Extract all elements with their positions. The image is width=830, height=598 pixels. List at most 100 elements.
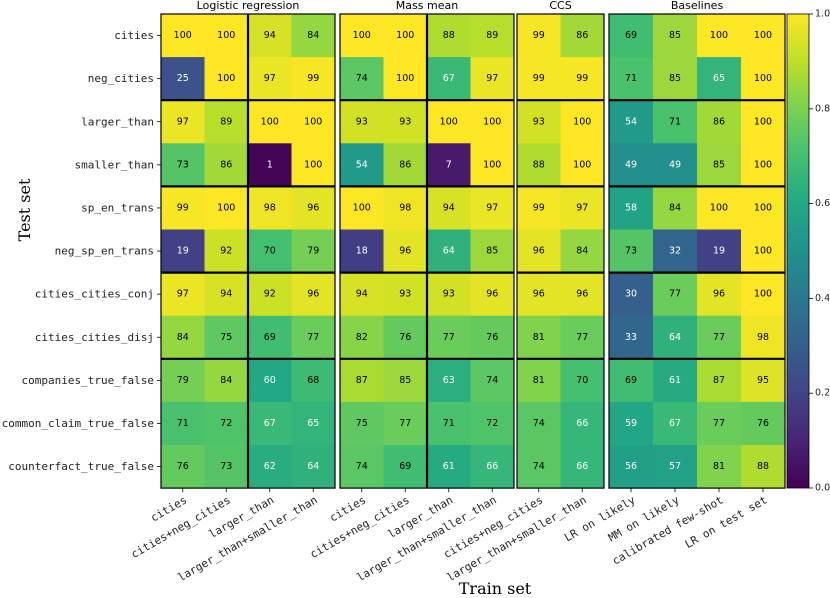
heatmap-cell bbox=[741, 14, 786, 58]
heatmap-cell bbox=[161, 272, 205, 317]
heatmap-cell bbox=[470, 445, 515, 489]
heatmap-cell bbox=[653, 272, 698, 317]
cell-value: 58 bbox=[625, 202, 637, 213]
cell-value: 100 bbox=[483, 116, 501, 127]
y-tick-label: sp_en_trans bbox=[81, 201, 154, 214]
heatmap-cell bbox=[609, 445, 654, 489]
cell-value: 75 bbox=[356, 418, 368, 429]
cell-value: 97 bbox=[576, 202, 588, 213]
heatmap-cell bbox=[653, 143, 698, 187]
heatmap-cell bbox=[161, 358, 205, 403]
cell-value: 85 bbox=[713, 159, 725, 170]
cell-value: 54 bbox=[356, 159, 368, 170]
heatmap-cell bbox=[248, 272, 292, 317]
colorbar-tick-label: 0.0 bbox=[815, 483, 830, 494]
cell-value: 77 bbox=[576, 332, 588, 343]
heatmap-cell bbox=[741, 100, 786, 144]
y-tick-label: neg_sp_en_trans bbox=[55, 245, 154, 258]
heatmap-cell bbox=[470, 272, 515, 317]
heatmap-cell bbox=[204, 445, 249, 489]
y-tick-label: common_claim_true_false bbox=[2, 417, 154, 430]
colorbar-gradient bbox=[786, 13, 810, 489]
heatmap-cell bbox=[741, 445, 786, 489]
heatmap-cell bbox=[697, 315, 742, 360]
heatmap-cell bbox=[204, 358, 249, 403]
cell-value: 100 bbox=[440, 116, 458, 127]
cell-value: 75 bbox=[220, 332, 232, 343]
heatmap-cell bbox=[517, 186, 561, 230]
cell-value: 100 bbox=[754, 289, 772, 300]
cell-value: 71 bbox=[625, 73, 637, 84]
heatmap-cell bbox=[517, 272, 561, 317]
heatmap-cell bbox=[161, 14, 205, 58]
colorbar-tick-label: 1.0 bbox=[815, 9, 830, 20]
cell-value: 86 bbox=[220, 159, 232, 170]
cell-value: 30 bbox=[625, 289, 637, 300]
cell-value: 67 bbox=[443, 73, 455, 84]
heatmap-cell bbox=[248, 315, 292, 360]
cell-value: 77 bbox=[713, 332, 725, 343]
heatmap-cell bbox=[161, 229, 205, 273]
y-tick-label: neg_cities bbox=[88, 72, 154, 85]
cell-value: 97 bbox=[264, 73, 276, 84]
panel-title: Logistic regression bbox=[197, 0, 300, 12]
heatmap-cell bbox=[204, 143, 249, 187]
cell-value: 54 bbox=[625, 116, 637, 127]
cell-value: 96 bbox=[307, 289, 319, 300]
heatmap-cell bbox=[427, 14, 471, 58]
heatmap-cell bbox=[653, 401, 698, 446]
cell-value: 94 bbox=[443, 202, 455, 213]
cell-value: 19 bbox=[177, 246, 189, 257]
cell-value: 86 bbox=[399, 159, 411, 170]
heatmap-cell bbox=[427, 229, 471, 273]
cell-value: 49 bbox=[625, 159, 637, 170]
cell-value: 100 bbox=[754, 116, 772, 127]
heatmap-cell bbox=[560, 143, 605, 187]
cell-value: 100 bbox=[754, 246, 772, 257]
cell-value: 69 bbox=[264, 332, 276, 343]
cell-value: 72 bbox=[486, 418, 498, 429]
y-tick-label: counterfact_true_false bbox=[8, 460, 154, 473]
cell-value: 98 bbox=[399, 202, 411, 213]
cell-value: 88 bbox=[757, 461, 769, 472]
heatmap-cell bbox=[560, 229, 605, 273]
cell-value: 100 bbox=[573, 159, 591, 170]
cell-value: 81 bbox=[533, 375, 545, 386]
cell-value: 96 bbox=[576, 289, 588, 300]
cell-value: 18 bbox=[356, 246, 368, 257]
heatmap-cell bbox=[383, 401, 428, 446]
heatmap-cell bbox=[383, 186, 428, 230]
cell-value: 79 bbox=[307, 246, 319, 257]
cell-value: 100 bbox=[217, 30, 235, 41]
cell-value: 100 bbox=[353, 30, 371, 41]
cell-value: 71 bbox=[669, 116, 681, 127]
heatmap-cell bbox=[517, 100, 561, 144]
heatmap-cell bbox=[383, 315, 428, 360]
cell-value: 76 bbox=[486, 332, 498, 343]
heatmap-cell bbox=[340, 229, 384, 273]
cell-value: 96 bbox=[713, 289, 725, 300]
heatmap-cell bbox=[427, 143, 471, 187]
colorbar-tick-label: 0.2 bbox=[815, 388, 830, 399]
cell-value: 100 bbox=[754, 202, 772, 213]
colorbar-tick-label: 0.8 bbox=[815, 103, 830, 114]
heatmap-cell bbox=[517, 445, 561, 489]
heatmap-cell bbox=[697, 358, 742, 403]
heatmap-cell bbox=[560, 100, 605, 144]
heatmap-cell bbox=[741, 57, 786, 101]
heatmap-cell bbox=[741, 186, 786, 230]
heatmap-cell bbox=[697, 445, 742, 489]
cell-value: 59 bbox=[625, 418, 637, 429]
heatmap-cell bbox=[383, 57, 428, 101]
cell-value: 84 bbox=[669, 202, 681, 213]
heatmap-cell bbox=[291, 272, 336, 317]
panel-title: CCS bbox=[549, 0, 571, 12]
heatmap-cell bbox=[383, 143, 428, 187]
heatmap-cell bbox=[653, 57, 698, 101]
cell-value: 100 bbox=[261, 116, 279, 127]
cell-value: 100 bbox=[754, 73, 772, 84]
heatmap-cell bbox=[741, 229, 786, 273]
cell-value: 85 bbox=[669, 30, 681, 41]
heatmap-cell bbox=[161, 100, 205, 144]
heatmap-cell bbox=[383, 100, 428, 144]
